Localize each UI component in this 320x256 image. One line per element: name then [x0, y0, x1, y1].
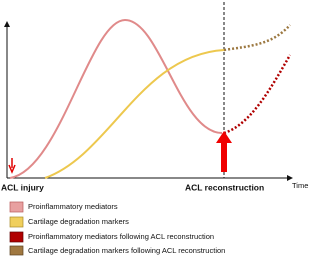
- proinflammatory-post-curve: [223, 54, 292, 135]
- cartilage-post-curve: [223, 24, 291, 52]
- injury-arrow: [8, 158, 16, 174]
- proinflammatory-curve: [9, 18, 223, 179]
- reconstruction-label: ACL reconstruction: [185, 182, 264, 192]
- legend-swatch: [9, 216, 24, 228]
- legend-swatch: [9, 245, 24, 256]
- legend-swatch: [9, 201, 24, 213]
- legend-label: Proinflammatory mediators following ACL …: [28, 232, 214, 241]
- cartilage-curve: [44, 49, 225, 179]
- page: {"labels": {"injury": "ACL injury", "rec…: [1, 2, 309, 256]
- x-axis-label: Time: [292, 181, 308, 190]
- legend-label: Cartilage degradation markers following …: [28, 246, 225, 255]
- legend-label: Cartilage degradation markers: [28, 217, 129, 226]
- reconstruction-arrow: [216, 131, 232, 172]
- injury-label: ACL injury: [1, 182, 44, 192]
- legend-label: Proinflammatory mediators: [28, 202, 118, 211]
- legend-swatch: [9, 231, 24, 243]
- diagram: ACL injury ACL reconstruction Time Proin…: [1, 2, 308, 256]
